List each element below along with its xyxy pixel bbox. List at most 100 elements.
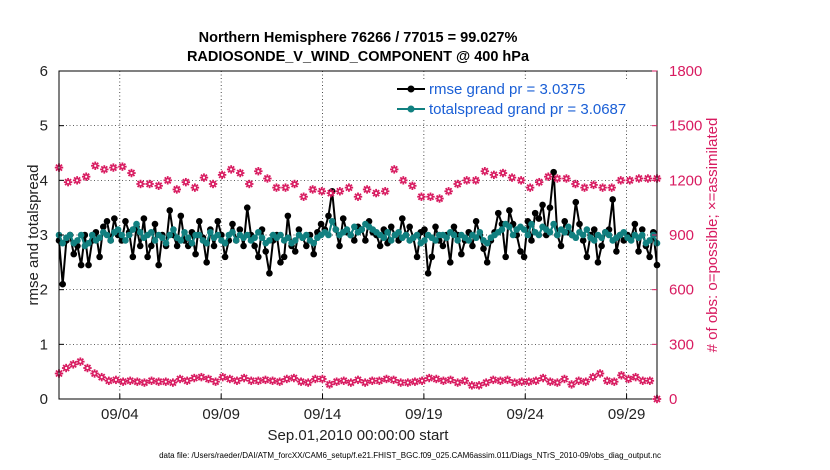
y-left-tick-label: 3 (40, 227, 48, 244)
totalspread-point (509, 231, 517, 239)
rmse-point (613, 248, 620, 255)
rmse-point (325, 212, 332, 220)
totalspread-point (147, 228, 155, 236)
totalspread-point (88, 231, 96, 239)
totalspread-point (243, 231, 251, 239)
totalspread-point (561, 228, 569, 236)
obs_assimilated-marker (417, 376, 427, 385)
rmse-point (210, 242, 218, 250)
obs_assimilated-marker (161, 377, 170, 386)
rmse-point (221, 253, 229, 261)
ticks: 09/04 09/09 09/14 09/19 09/24 09/29 0 1 2 3 4 5 6 0 30… (40, 63, 703, 423)
rmse-point (576, 220, 583, 228)
totalspread-point (450, 231, 458, 239)
obs_assimilated-marker (111, 375, 121, 385)
rmse-point (594, 259, 602, 266)
totalspread-point (358, 226, 365, 233)
obs_assimilated-marker (574, 376, 583, 385)
totalspread-point (188, 239, 196, 247)
obs_possible-marker (208, 179, 218, 189)
rmse-point (583, 253, 591, 261)
rmse-point (251, 242, 258, 250)
obs_assimilated-marker (261, 375, 270, 385)
obs_assimilated-marker (567, 380, 576, 389)
rmse-point (147, 242, 155, 250)
totalspread-point (590, 237, 598, 244)
obs_possible-marker (399, 176, 408, 185)
rmse-point (255, 253, 262, 261)
totalspread-point (221, 239, 229, 247)
totalspread-point (476, 228, 484, 236)
totalspread-point (232, 237, 240, 244)
obs_possible-marker (217, 170, 227, 180)
obs_assimilated-marker (97, 372, 106, 382)
rmse-point (598, 242, 605, 250)
totalspread-point (395, 228, 402, 236)
obs_possible-marker (226, 165, 236, 174)
totalspread-point (565, 223, 572, 231)
obs_possible-marker (480, 167, 490, 176)
rmse-point (129, 253, 137, 261)
totalspread-point (166, 231, 174, 239)
y-right-tick-label: 300 (669, 336, 694, 353)
obs_possible-marker (236, 168, 245, 178)
obs_possible-marker (571, 179, 580, 189)
rmse-point (483, 259, 491, 266)
totalspread-point (118, 231, 126, 239)
obs_possible-marker (535, 177, 544, 187)
obs_assimilated-marker (175, 374, 185, 384)
rmse-point (295, 226, 303, 233)
totalspread-point (413, 231, 421, 239)
chart-title-line2: RADIOSONDE_V_WIND_COMPONENT @ 400 hPa (187, 49, 530, 65)
obs_assimilated-marker (496, 376, 505, 385)
obs_assimilated-marker (588, 372, 598, 382)
x-tick-label: 09/19 (405, 406, 443, 423)
totalspread-point (125, 231, 133, 239)
rmse-point (284, 212, 292, 220)
obs_assimilated-marker (289, 373, 299, 383)
obs_possible-marker (335, 187, 345, 196)
obs_possible-marker (544, 172, 553, 181)
obs_possible-marker (63, 177, 73, 187)
obs_possible-marker (390, 165, 399, 174)
totalspread-point (546, 228, 554, 236)
obs_assimilated-marker (353, 375, 363, 385)
rmse-point (291, 248, 299, 255)
obs_possible-marker (562, 174, 571, 183)
totalspread-point (472, 234, 480, 242)
obs_possible-marker (371, 188, 381, 198)
obs_possible-marker (190, 183, 200, 192)
obs_assimilated-marker (268, 376, 277, 385)
obs_possible-marker (154, 181, 163, 190)
totalspread-point (177, 237, 185, 244)
rmse-point (240, 242, 247, 250)
obs_possible-marker (507, 173, 517, 182)
obs_possible-marker (172, 185, 181, 194)
totalspread-point (77, 231, 85, 239)
obs_assimilated-marker (432, 374, 441, 384)
obs_possible-marker (426, 192, 435, 201)
obs_assimilated-marker (90, 369, 99, 378)
totalspread-point (454, 237, 461, 244)
obs_assimilated-marker (489, 375, 498, 385)
rmse-point (339, 215, 347, 222)
obs_assimilated-marker (275, 377, 284, 386)
rmse-point (59, 280, 66, 288)
obs_assimilated-marker (460, 376, 469, 385)
y-left-tick-label: 4 (40, 172, 48, 189)
obs_possible-marker (616, 176, 625, 185)
y-right-tick-label: 0 (669, 391, 677, 408)
totalspread-point (402, 231, 410, 239)
obs_assimilated-marker (339, 376, 348, 385)
totalspread-point (284, 234, 292, 242)
rmse-point (214, 218, 222, 225)
totalspread-point (638, 231, 646, 239)
obs_possible-marker (72, 176, 82, 185)
grid (59, 71, 657, 399)
obs_possible-marker (254, 167, 263, 176)
obs_assimilated-marker (140, 378, 149, 387)
totalspread-point (421, 237, 428, 244)
obs_assimilated-marker (581, 377, 591, 386)
obs_possible-marker (598, 183, 607, 192)
rmse-point (96, 253, 103, 261)
